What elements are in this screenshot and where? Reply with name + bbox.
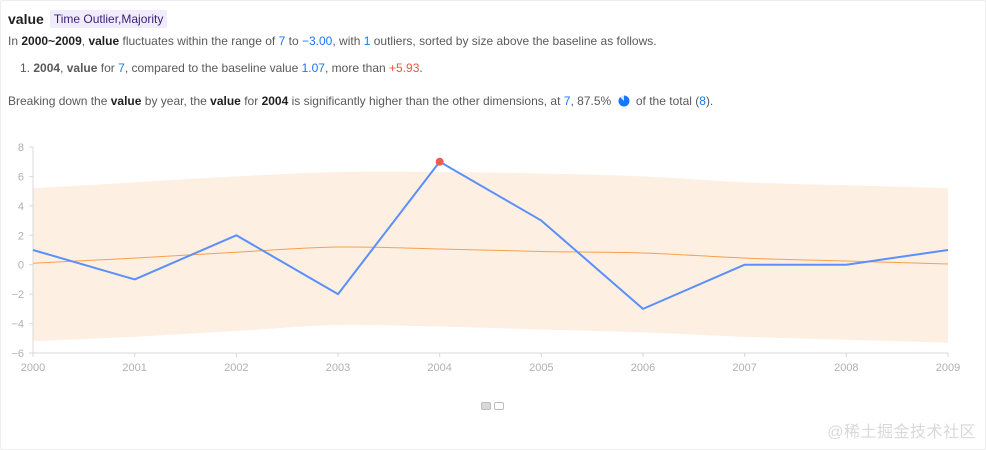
insight-type-tag: Time Outlier,Majority — [49, 10, 168, 28]
y-tick-label: −2 — [11, 289, 24, 301]
breakdown-sentence: Breaking down the value by year, the val… — [8, 94, 714, 108]
y-tick-label: 6 — [18, 171, 24, 183]
breakdown-measure: value — [110, 94, 142, 108]
outlier-year: 2004 — [33, 61, 61, 75]
range-min: −3.00 — [301, 34, 333, 48]
x-tick-label: 2006 — [631, 362, 655, 374]
page-dot-active[interactable] — [481, 402, 491, 410]
outlier-list-item: 1. 2004, value for 7, compared to the ba… — [20, 61, 423, 75]
breakdown-total: 8 — [699, 94, 706, 108]
date-range: 2000~2009 — [21, 34, 82, 48]
y-tick-label: 8 — [18, 142, 24, 154]
measure-title: value — [8, 11, 44, 27]
outlier-value: 7 — [118, 61, 125, 75]
x-tick-label: 2003 — [326, 362, 350, 374]
y-tick-label: 0 — [18, 260, 24, 272]
confidence-band — [33, 171, 948, 343]
insight-header: value Time Outlier,Majority — [8, 10, 168, 28]
x-tick-label: 2004 — [427, 362, 451, 374]
x-tick-label: 2005 — [529, 362, 553, 374]
range-max: 7 — [278, 34, 286, 48]
breakdown-measure-2: value — [210, 94, 241, 108]
y-tick-label: 4 — [18, 201, 24, 213]
outlier-diff: +5.93 — [389, 61, 420, 75]
baseline-value: 1.07 — [301, 61, 325, 75]
outlier-point — [435, 157, 444, 166]
outlier-count: 1 — [363, 34, 371, 48]
x-tick-label: 2009 — [936, 362, 960, 374]
watermark: @稀土掘金技术社区 — [827, 424, 976, 441]
series-line — [32, 160, 949, 310]
summary-measure: value — [88, 34, 120, 48]
breakdown-value: 7 — [563, 94, 571, 108]
x-tick-label: 2000 — [21, 362, 45, 374]
x-tick-label: 2001 — [122, 362, 146, 374]
breakdown-year: 2004 — [261, 94, 289, 108]
y-tick-label: −6 — [11, 348, 24, 360]
x-tick-label: 2007 — [732, 362, 756, 374]
y-tick-label: 2 — [18, 230, 24, 242]
summary-sentence: In 2000~2009, value fluctuates within th… — [8, 34, 657, 48]
baseline-line — [32, 246, 949, 265]
x-tick-label: 2002 — [224, 362, 248, 374]
pagination-indicator[interactable] — [481, 402, 504, 410]
y-tick-label: −4 — [11, 319, 24, 331]
outlier-measure: value — [66, 61, 98, 75]
proportion-pie-icon — [618, 95, 630, 107]
line-chart: 8 6 4 2 0 −2 −4 −6 2000 2001 2002 2003 2004 2005 2006 2… — [11, 142, 960, 374]
page-dot[interactable] — [494, 402, 504, 410]
x-tick-label: 2008 — [834, 362, 858, 374]
breakdown-percent: 87.5% — [577, 94, 612, 108]
